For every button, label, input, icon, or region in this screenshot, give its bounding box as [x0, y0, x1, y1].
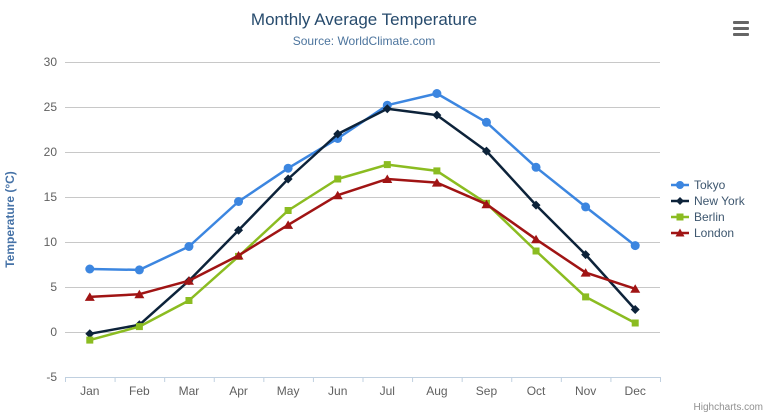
marker-london-Jun[interactable] [332, 190, 343, 200]
x-axis-label: May [277, 384, 300, 398]
hamburger-menu-icon [733, 27, 749, 30]
credits-link[interactable]: Highcharts.com [693, 402, 763, 413]
marker-london-Feb[interactable] [134, 289, 145, 299]
y-axis-label: 5 [50, 280, 57, 294]
marker-new-york-Jun[interactable] [333, 129, 343, 139]
series-line-new-york [88, 107, 637, 336]
marker-new-york-Jul[interactable] [382, 104, 392, 114]
hamburger-menu-icon [733, 33, 749, 36]
x-axis-label: Sep [476, 384, 498, 398]
y-axis-label: 20 [44, 145, 58, 159]
marker-berlin-May[interactable] [284, 207, 292, 214]
marker-tokyo-Feb[interactable] [134, 265, 144, 275]
hamburger-menu-icon [733, 21, 749, 24]
diamond-marker-icon [671, 197, 689, 205]
legend-label: New York [694, 194, 745, 208]
marker-berlin-Jul[interactable] [383, 161, 391, 169]
series-new-york [85, 104, 640, 339]
marker-new-york-May[interactable] [283, 174, 293, 184]
legend: Tokyo New York Berlin London [671, 177, 767, 241]
x-axis-label: Nov [575, 384, 596, 398]
marker-new-york-Oct[interactable] [531, 200, 541, 210]
chart-subtitle: Source: WorldClimate.com [292, 34, 436, 48]
marker-berlin-Feb[interactable] [135, 323, 143, 331]
chart-context-menu-button[interactable] [733, 21, 749, 36]
marker-tokyo-Sep[interactable] [481, 117, 491, 127]
marker-tokyo-Aug[interactable] [432, 89, 442, 98]
chart-title: Monthly Average Temperature [250, 10, 478, 29]
x-axis-label: Jul [380, 384, 395, 398]
marker-berlin-Oct[interactable] [532, 247, 540, 255]
y-axis-label: 15 [44, 190, 58, 204]
marker-tokyo-Nov[interactable] [581, 202, 591, 212]
legend-item-berlin[interactable]: Berlin [671, 209, 767, 225]
marker-london-Nov[interactable] [580, 268, 591, 277]
circle-marker-icon [671, 181, 689, 189]
x-axis-label: Dec [625, 384, 646, 398]
marker-tokyo-Apr[interactable] [234, 197, 244, 206]
marker-berlin-Dec[interactable] [631, 319, 639, 327]
marker-london-Jan[interactable] [84, 292, 95, 301]
y-axis-label: 25 [44, 100, 58, 114]
legend-item-new-york[interactable]: New York [671, 193, 767, 209]
series-tokyo [85, 89, 640, 275]
x-axis-labels: Jan Feb Mar Apr May Jun Jul Aug Sep Oct Nov Dec [80, 384, 646, 398]
marker-london-Mar[interactable] [183, 276, 194, 285]
marker-new-york-Sep[interactable] [481, 146, 491, 156]
legend-item-london[interactable]: London [671, 225, 767, 241]
x-axis-label: Mar [179, 384, 200, 398]
marker-london-Oct[interactable] [531, 234, 542, 244]
y-axis-label: 30 [44, 55, 58, 69]
x-axis-label: Jan [80, 384, 99, 398]
marker-new-york-Aug[interactable] [432, 110, 442, 120]
marker-berlin-Nov[interactable] [582, 293, 590, 301]
x-axis-label: Oct [527, 384, 546, 398]
legend-label: Tokyo [694, 178, 726, 192]
marker-london-Dec[interactable] [630, 284, 641, 293]
square-marker-icon [671, 213, 689, 221]
marker-london-Apr[interactable] [233, 251, 244, 260]
x-axis [65, 377, 661, 382]
y-axis-label: -5 [46, 370, 57, 384]
y-axis-labels: -5 0 5 10 15 20 25 30 [44, 55, 58, 384]
marker-new-york-Jan[interactable] [85, 329, 95, 339]
marker-tokyo-May[interactable] [283, 163, 293, 173]
marker-tokyo-Jan[interactable] [85, 264, 95, 274]
marker-berlin-Jan[interactable] [86, 336, 94, 344]
y-axis-label: 0 [50, 325, 57, 339]
marker-tokyo-Oct[interactable] [531, 162, 541, 172]
legend-item-tokyo[interactable]: Tokyo [671, 177, 767, 193]
x-axis-label: Aug [426, 384, 447, 398]
marker-london-May[interactable] [283, 220, 294, 229]
marker-new-york-Dec[interactable] [630, 305, 640, 314]
x-axis-label: Jun [328, 384, 347, 398]
marker-london-Aug[interactable] [431, 178, 442, 187]
y-axis-title: Temperature (°C) [3, 171, 17, 268]
marker-tokyo-Dec[interactable] [630, 241, 640, 251]
marker-new-york-Nov[interactable] [581, 250, 591, 260]
series-line-berlin [88, 163, 637, 342]
legend-label: London [694, 226, 735, 240]
marker-berlin-Aug[interactable] [433, 167, 441, 175]
marker-berlin-Mar[interactable] [185, 297, 193, 304]
x-axis-label: Apr [229, 384, 248, 398]
y-axis-label: 10 [44, 235, 58, 249]
marker-london-Sep[interactable] [481, 199, 492, 209]
series-line-tokyo [88, 92, 637, 272]
triangle-marker-icon [671, 228, 689, 237]
series-line-london [88, 177, 637, 299]
legend-label: Berlin [694, 210, 725, 224]
marker-london-Jul[interactable] [382, 174, 393, 184]
marker-new-york-Apr[interactable] [234, 225, 244, 235]
marker-berlin-Jun[interactable] [334, 175, 342, 183]
marker-tokyo-Mar[interactable] [184, 242, 194, 251]
x-axis-label: Feb [129, 384, 150, 398]
series-london [84, 174, 641, 301]
gridlines [65, 62, 660, 378]
